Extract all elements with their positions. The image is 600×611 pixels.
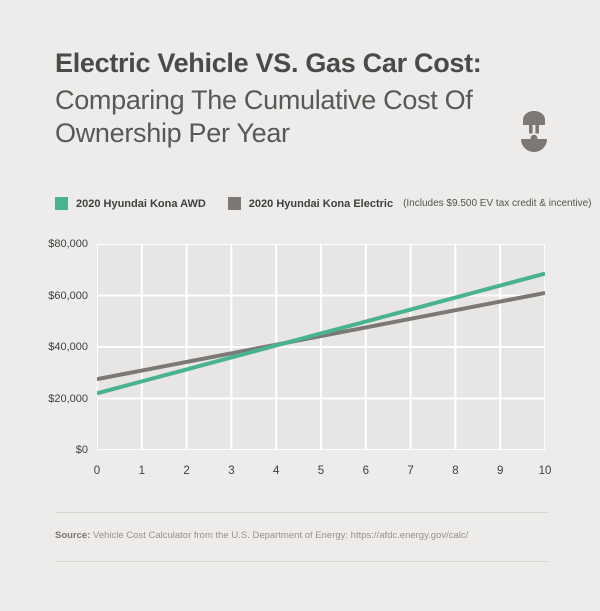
ev-plug-icon <box>519 110 549 154</box>
x-tick-label: 10 <box>538 465 552 477</box>
y-tick-label: $60,000 <box>48 289 88 302</box>
page-subtitle: Comparing The Cumulative Cost Of Ownersh… <box>55 85 473 148</box>
legend-label: 2020 Hyundai Kona Electric <box>248 197 394 210</box>
x-tick-label: 7 <box>407 465 414 477</box>
line-chart-plot-area <box>96 243 546 451</box>
legend-swatch-gray <box>227 197 241 210</box>
source-note: Source: Vehicle Cost Calculator from the… <box>55 512 548 562</box>
line-chart-svg <box>96 243 546 451</box>
socket-notch <box>530 134 538 142</box>
x-tick-label: 3 <box>228 465 235 477</box>
legend-swatch-teal <box>55 197 68 210</box>
x-tick-label: 9 <box>496 465 504 477</box>
x-tick-label: 6 <box>362 465 369 477</box>
x-tick-label: 4 <box>272 465 280 477</box>
source-label: Source: <box>55 530 91 541</box>
page-title: Electric Vehicle VS. Gas Car Cost: <box>55 48 482 78</box>
series-line-2020-hyundai-kona-electric <box>96 290 546 382</box>
x-tick-label: 8 <box>452 465 459 477</box>
legend-note: (Includes $9.500 EV tax credit & incenti… <box>403 198 592 209</box>
x-tick-label: 1 <box>138 465 145 477</box>
y-tick-label: $0 <box>75 444 88 456</box>
plug-prong-left <box>529 125 533 134</box>
legend-label: 2020 Hyundai Kona AWD <box>76 197 206 210</box>
x-tick-label: 0 <box>93 465 101 477</box>
legend-item-electric-car: 2020 Hyundai Kona Electric (Includes $9.… <box>227 197 592 210</box>
plug-body <box>523 111 545 125</box>
plug-prong-right <box>535 125 539 134</box>
chart-legend: 2020 Hyundai Kona AWD 2020 Hyundai Kona … <box>55 197 592 210</box>
y-tick-label: $80,000 <box>48 238 88 250</box>
y-tick-label: $20,000 <box>48 392 88 405</box>
y-tick-label: $40,000 <box>48 341 88 353</box>
series-line-2020-hyundai-kona-awd <box>96 271 546 396</box>
socket-bowl <box>521 139 547 152</box>
legend-item-gas-car: 2020 Hyundai Kona AWD <box>55 197 206 210</box>
source-text: Vehicle Cost Calculator from the U.S. De… <box>93 530 469 541</box>
x-tick-label: 5 <box>317 465 325 477</box>
x-tick-label: 2 <box>183 465 190 477</box>
